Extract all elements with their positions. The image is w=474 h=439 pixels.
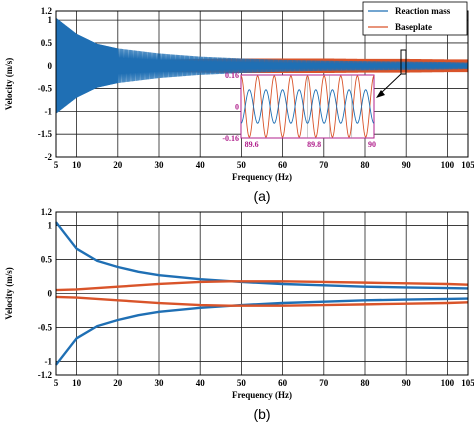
x-tick-label: 105 [461,160,474,170]
x-tick-label: 80 [361,160,371,170]
x-tick-label: 10 [72,160,82,170]
x-tick-label: 30 [155,160,165,170]
x-tick-label: 70 [319,160,329,170]
y-tick-label: 1 [48,15,53,25]
x-tick-label: 100 [441,378,455,388]
y-tick-label: -1 [45,106,53,116]
y-tick-label: 0.5 [41,38,53,48]
y-tick-label: 1.2 [41,6,53,16]
x-tick-label: 70 [319,378,329,388]
x-tick-label: 5 [54,378,59,388]
legend-label-reaction-mass: Reaction mass [395,6,451,16]
legend: Reaction mass Baseplate [362,1,468,36]
inset-series-reaction-mass [240,89,375,124]
inset-y-tick-label: -0.16 [222,134,239,143]
inset-series-baseplate [240,75,375,138]
x-tick-label: 90 [402,160,412,170]
x-tick-label: 40 [196,160,206,170]
inset-y-tick-label: 0.16 [225,71,239,80]
y-tick-label: 1 [48,221,53,231]
x-tick-label: 30 [155,378,165,388]
x-tick-label: 20 [113,160,123,170]
legend-box [362,1,468,36]
inset-x-tick-label: 89.8 [307,140,321,149]
envelope-baseplate-lower [55,295,469,307]
inset-x-tick-label: 90 [368,140,376,149]
y-tick-label: 1.2 [41,207,53,217]
x-tick-label: 50 [237,378,247,388]
x-tick-label: 105 [461,378,474,388]
panel-a: 5 10 20 30 40 50 60 70 80 90 100 105 1.21 0.5 0 -0.5 -1 -… [4,1,474,204]
inset-x-tick-label: 89.6 [245,140,259,149]
y-axis-label: Velocity (m/s) [4,267,14,319]
x-tick-label: 80 [361,378,371,388]
panel-label: (a) [253,188,270,204]
y-tick-label: -1.2 [38,370,53,380]
y-tick-label: -0.5 [38,84,53,94]
panel-b: 5 10 20 30 40 50 60 70 80 90 100 105 1.2 1 0.5 0 -0.5 -1 -… [4,207,474,422]
x-tick-label: 5 [54,160,59,170]
x-tick-label: 60 [278,378,288,388]
inset: 0.16 0 -0.16 89.6 89.8 90 [222,71,376,149]
y-tick-label: -1 [45,356,53,366]
envelope-baseplate-upper [55,280,469,292]
panel-label: (b) [253,406,270,422]
x-tick-label: 20 [113,378,123,388]
y-tick-label: 0.5 [41,255,53,265]
x-tick-label: 40 [196,378,206,388]
x-axis-label: Frequency (Hz) [232,172,292,182]
zoom-marker [400,49,407,75]
zoom-arrow-head [376,90,385,98]
x-tick-label: 50 [237,160,247,170]
y-tick-label: 0 [48,61,53,71]
x-tick-label: 60 [278,160,288,170]
x-axis-label: Frequency (Hz) [232,390,292,400]
y-tick-label: 0 [48,289,53,299]
y-axis-label: Velocity (m/s) [4,58,14,110]
y-tick-label: -2 [45,152,53,162]
legend-label-baseplate: Baseplate [395,22,432,32]
inset-y-tick-label: 0 [235,103,239,112]
plot-frame [55,10,469,158]
x-tick-label: 90 [402,378,412,388]
y-tick-label: -0.5 [38,322,53,332]
x-tick-label: 100 [441,160,455,170]
y-tick-label: -1.5 [38,129,53,139]
series-reaction-mass [55,17,469,114]
x-tick-label: 10 [72,378,82,388]
plot-frame [55,211,469,376]
zoom-arrow [379,73,402,95]
